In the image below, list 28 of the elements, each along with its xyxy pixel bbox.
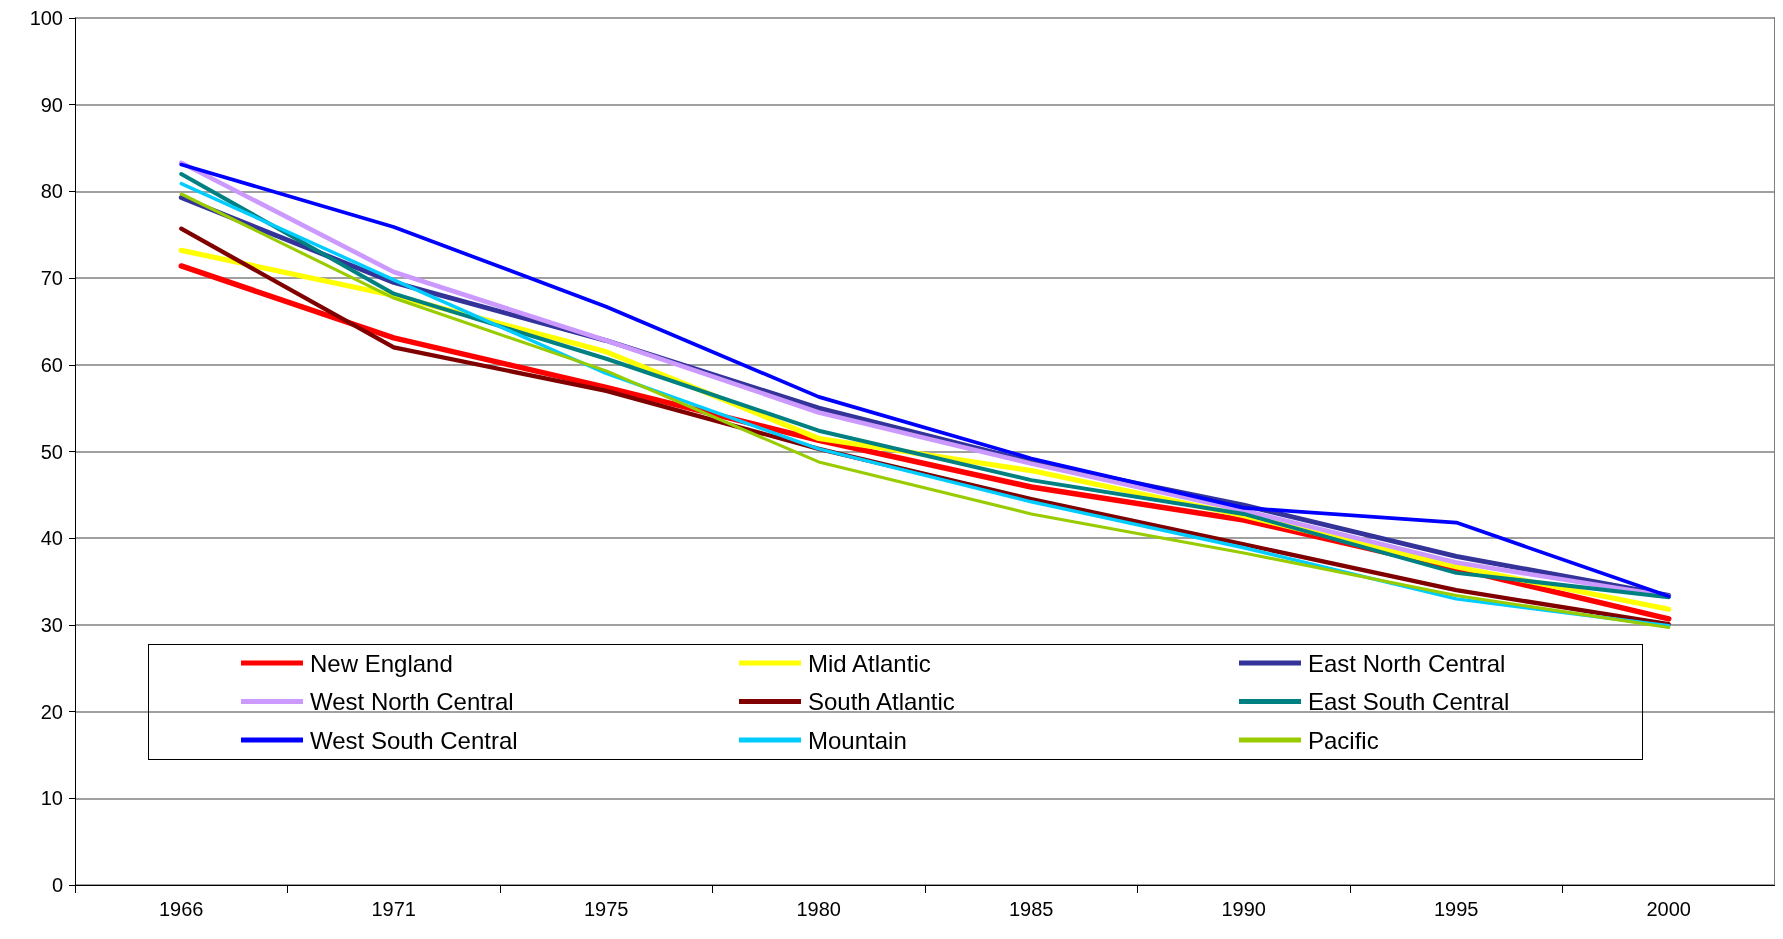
y-tick-label: 40 <box>40 527 63 550</box>
y-tick-label: 60 <box>40 353 63 376</box>
legend-label: New England <box>310 649 453 677</box>
y-tick-label: 80 <box>40 180 63 203</box>
x-tick-label: 1985 <box>1009 898 1054 920</box>
x-tick-label: 2000 <box>1646 898 1691 920</box>
x-tick-label: 1975 <box>584 898 629 920</box>
y-tick-label: 90 <box>40 93 63 116</box>
legend-label: Mid Atlantic <box>808 649 931 677</box>
y-tick-label: 70 <box>40 267 63 290</box>
x-tick-label: 1990 <box>1221 898 1266 920</box>
legend-label: East South Central <box>1308 688 1510 715</box>
y-tick-label: 50 <box>40 440 63 463</box>
y-tick-label: 30 <box>40 613 63 636</box>
x-tick-label: 1980 <box>796 898 841 920</box>
x-tick-label: 1971 <box>371 898 416 920</box>
legend-label: West North Central <box>310 688 514 715</box>
legend-label: Pacific <box>1308 726 1379 754</box>
x-tick-label: 1966 <box>159 898 204 920</box>
x-tick-label: 1995 <box>1434 898 1479 920</box>
legend-label: East North Central <box>1308 649 1506 677</box>
legend-label: Mountain <box>808 726 907 754</box>
y-tick-label: 10 <box>40 787 63 810</box>
y-tick-label: 0 <box>51 874 63 896</box>
legend-label: West South Central <box>310 726 518 754</box>
y-tick-label: 100 <box>29 7 63 29</box>
y-tick-label: 20 <box>40 700 63 723</box>
legend-label: South Atlantic <box>808 688 955 715</box>
